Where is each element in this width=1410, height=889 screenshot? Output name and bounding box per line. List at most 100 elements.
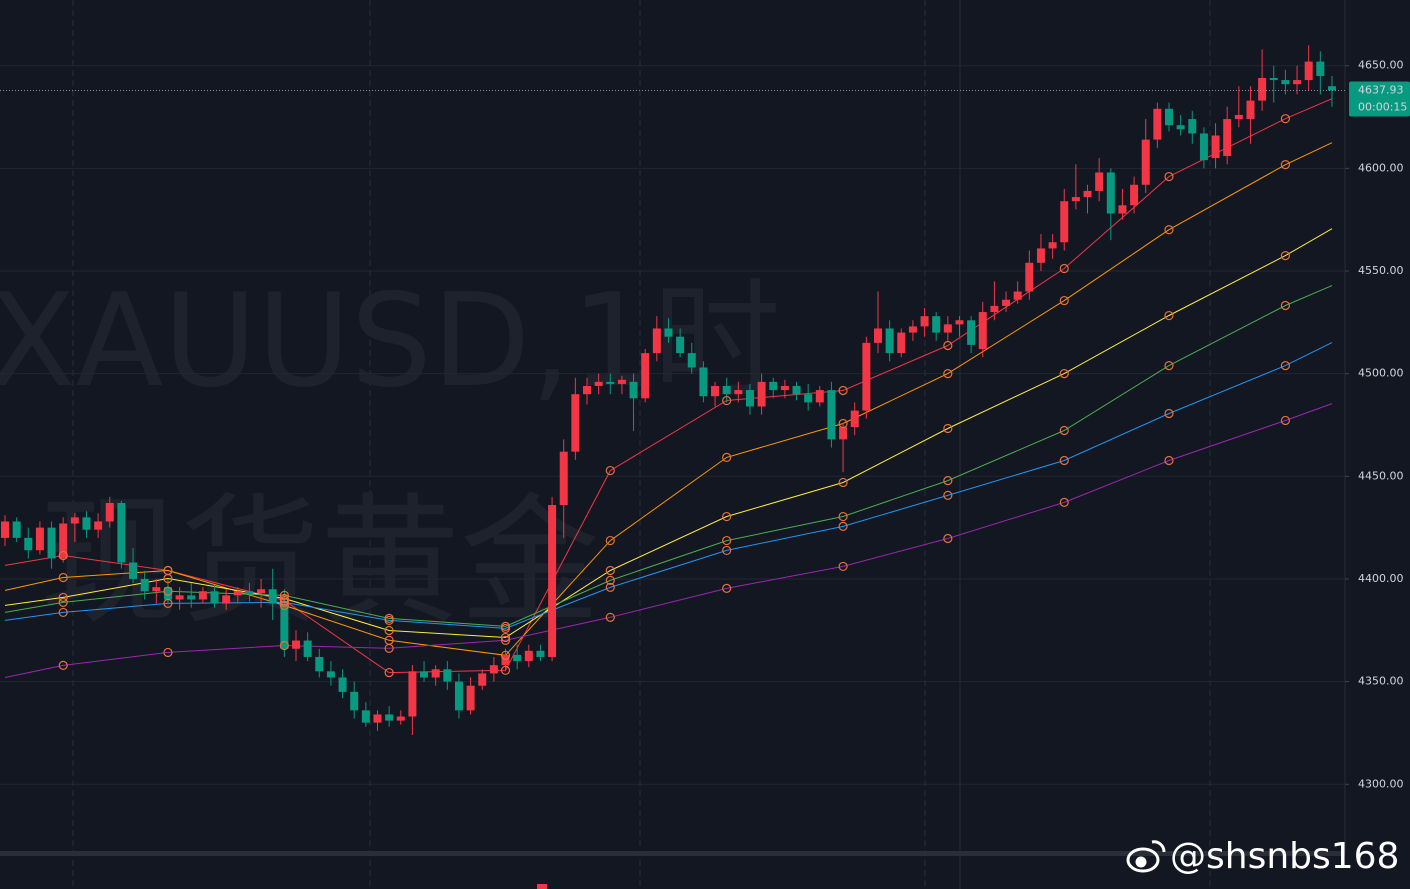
candle-body <box>722 385 731 395</box>
ma-marker <box>943 340 953 351</box>
candle-body <box>303 640 312 657</box>
candle-body <box>210 591 219 604</box>
ma-marker <box>500 650 511 660</box>
y-tick-label: 4450.00 <box>1358 469 1404 482</box>
candle-body <box>839 427 848 440</box>
candle-body <box>257 589 266 594</box>
ma-marker <box>1164 310 1174 321</box>
ma-marker <box>500 623 511 634</box>
ma-marker <box>722 535 732 546</box>
candle-body <box>513 654 522 662</box>
ma-marker <box>384 643 394 653</box>
volume-stub <box>537 884 547 889</box>
ma-marker <box>58 607 68 618</box>
candle-body <box>82 517 91 530</box>
ma-marker <box>1164 225 1174 235</box>
candle-body <box>70 517 79 524</box>
y-tick-label: 4600.00 <box>1358 161 1404 174</box>
candle-body <box>478 673 487 686</box>
ma-marker <box>163 573 173 584</box>
candle-body <box>1258 78 1267 101</box>
candle-body <box>908 326 917 333</box>
candle-body <box>489 665 498 674</box>
candle-body <box>792 385 801 395</box>
candle-body <box>745 390 754 407</box>
ma-marker <box>163 598 173 608</box>
ma-marker <box>1280 361 1291 371</box>
candle-body <box>536 650 545 657</box>
candle-body <box>152 587 161 592</box>
candle-body <box>1118 205 1127 214</box>
ma-marker <box>1059 295 1069 306</box>
moving-average <box>4 285 1333 627</box>
candle-body <box>1153 108 1162 140</box>
candle-body <box>140 578 149 592</box>
candle-body <box>943 324 952 333</box>
candle-body <box>978 312 987 350</box>
moving-average <box>4 228 1333 639</box>
ma-marker <box>838 477 848 488</box>
candle-body <box>885 328 894 354</box>
ma-marker <box>605 535 615 546</box>
candle-body <box>326 671 335 678</box>
candle-body <box>594 381 603 386</box>
moving-average <box>4 98 1333 674</box>
ma-marker <box>279 593 289 604</box>
ma-marker <box>384 625 394 636</box>
ma-marker <box>838 511 848 522</box>
candle-body <box>1060 201 1069 243</box>
candle-body <box>361 710 370 723</box>
candle-body <box>1316 61 1325 76</box>
y-tick-label: 4300.00 <box>1358 777 1404 790</box>
watermark: XAUUSD,1时 <box>0 267 781 416</box>
ma-marker <box>722 583 732 593</box>
candle-body <box>233 591 242 596</box>
candle-body <box>583 385 591 395</box>
ma-marker <box>384 667 394 678</box>
candle-body <box>1176 125 1185 130</box>
candle-body <box>1 521 9 538</box>
moving-average <box>4 342 1333 629</box>
ma-marker <box>943 476 953 486</box>
ma-marker <box>1164 361 1174 371</box>
moving-average <box>4 403 1333 678</box>
candle-body <box>1002 299 1011 306</box>
ma-marker <box>605 565 615 576</box>
candle-body <box>815 390 824 403</box>
candle-body <box>1106 172 1115 214</box>
ma-marker <box>1280 251 1291 261</box>
last-price-box <box>1349 81 1410 117</box>
candle-body <box>466 685 475 711</box>
weibo-logo <box>1126 840 1166 873</box>
plot: 4650.00 4600.00 4550.00 4500.00 4450.00 4400.… <box>0 0 1410 851</box>
candle-body <box>12 521 21 538</box>
candle-body <box>24 537 33 551</box>
candle-body <box>187 595 196 600</box>
candle-body <box>1141 139 1150 185</box>
ma-marker <box>500 665 511 675</box>
candle-body <box>711 385 720 397</box>
ma-marker <box>1164 171 1174 182</box>
candle-body <box>420 671 429 678</box>
y-tick-label: 4650.00 <box>1358 59 1404 72</box>
candle-body <box>59 523 68 559</box>
candle-body <box>687 353 696 368</box>
candle-body <box>629 381 638 399</box>
ma-marker <box>1280 114 1291 124</box>
candle-body <box>245 591 254 594</box>
logo-shape <box>1151 840 1166 853</box>
candle-body <box>664 328 673 337</box>
ma-marker <box>722 452 732 463</box>
candle-body <box>862 342 871 411</box>
candle-body <box>1269 78 1278 81</box>
candle-body <box>571 394 580 452</box>
candle-body <box>1281 80 1290 85</box>
candle-body <box>163 587 172 600</box>
candle-body <box>198 591 207 600</box>
candle-body <box>454 681 463 711</box>
y-tick-label: 4400.00 <box>1358 572 1404 585</box>
ma-marker <box>838 561 848 572</box>
candle-body <box>1293 80 1302 85</box>
